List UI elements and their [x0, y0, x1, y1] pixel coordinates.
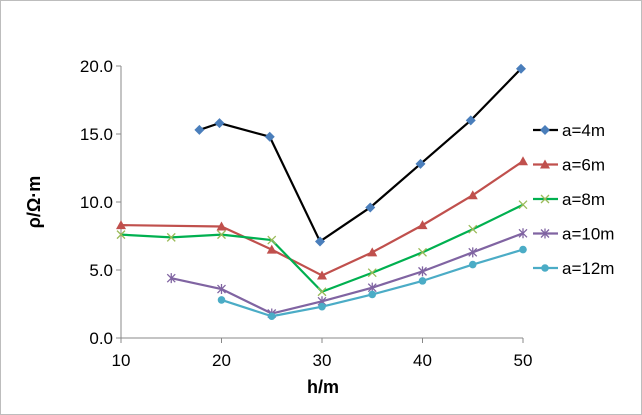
- data-point: [365, 202, 376, 213]
- legend: a=4m a=6m a=8m a=10m a=12m: [533, 121, 614, 278]
- data-point: [467, 190, 478, 200]
- legend-label: a=4m: [562, 121, 605, 140]
- x-tick-label: 10: [112, 351, 131, 370]
- data-point: [417, 220, 428, 230]
- series-a-12m: [217, 245, 527, 321]
- data-point: [518, 200, 528, 210]
- data-point: [217, 230, 226, 240]
- data-point: [216, 221, 227, 231]
- legend-item: a=8m: [533, 190, 605, 209]
- data-point: [166, 232, 176, 242]
- data-point: [217, 284, 226, 295]
- legend-label: a=6m: [562, 156, 605, 175]
- data-point: [116, 220, 126, 230]
- data-point: [418, 266, 427, 277]
- legend-label: a=10m: [562, 225, 614, 244]
- y-axis-title: ρ/Ω·m: [24, 176, 44, 229]
- plot-area: [116, 63, 528, 321]
- y-tick-label: 10.0: [80, 193, 113, 212]
- series-a-6m: [116, 156, 528, 280]
- data-point: [468, 224, 478, 234]
- axes: 0.0 5.0 10.0 15.0 20.0 10 20 30 40 50: [80, 57, 533, 370]
- data-point: [317, 270, 327, 280]
- legend-item: a=10m: [533, 225, 614, 244]
- series-line: [171, 232, 524, 315]
- data-point: [368, 290, 377, 299]
- data-point: [314, 236, 325, 247]
- x-axis-title: h/m: [307, 377, 339, 397]
- y-tick-label: 20.0: [80, 57, 113, 76]
- legend-label: a=12m: [562, 259, 614, 278]
- series-a-4m: [194, 63, 526, 247]
- data-point: [166, 273, 176, 284]
- data-point: [468, 247, 478, 258]
- data-point: [266, 244, 277, 254]
- data-point: [267, 235, 277, 245]
- x-tick-label: 30: [313, 351, 332, 370]
- data-point: [367, 268, 377, 278]
- legend-marker: [540, 159, 550, 169]
- legend-label: a=8m: [562, 190, 605, 209]
- data-point: [317, 287, 327, 297]
- series-a-10m: [166, 228, 528, 319]
- data-point: [214, 118, 225, 129]
- y-tick-label: 5.0: [89, 261, 113, 280]
- legend-item: a=4m: [533, 121, 605, 140]
- data-point: [519, 245, 527, 254]
- legend-marker: [541, 264, 549, 272]
- data-point: [264, 131, 275, 142]
- data-point: [194, 124, 205, 135]
- data-point: [518, 156, 528, 166]
- data-point: [318, 302, 326, 311]
- legend-item: a=12m: [533, 259, 614, 278]
- legend-marker: [540, 228, 550, 239]
- x-tick-label: 40: [413, 351, 432, 370]
- data-point: [468, 260, 477, 269]
- data-point: [515, 63, 526, 74]
- series-a-8m: [116, 200, 528, 297]
- data-point: [217, 296, 226, 304]
- data-point: [418, 247, 427, 257]
- x-tick-label: 50: [514, 351, 533, 370]
- data-point: [518, 228, 528, 239]
- x-tick-label: 20: [212, 351, 231, 370]
- data-point: [415, 158, 426, 169]
- data-point: [367, 247, 378, 257]
- series-line: [199, 67, 522, 243]
- legend-item: a=6m: [533, 156, 605, 175]
- data-point: [465, 115, 476, 126]
- data-point: [418, 277, 427, 285]
- series-line: [120, 160, 524, 277]
- y-tick-label: 15.0: [80, 125, 113, 144]
- legend-marker: [540, 194, 550, 204]
- data-point: [116, 230, 126, 240]
- y-tick-label: 0.0: [89, 329, 113, 348]
- legend-marker: [540, 125, 550, 135]
- data-point: [267, 312, 276, 321]
